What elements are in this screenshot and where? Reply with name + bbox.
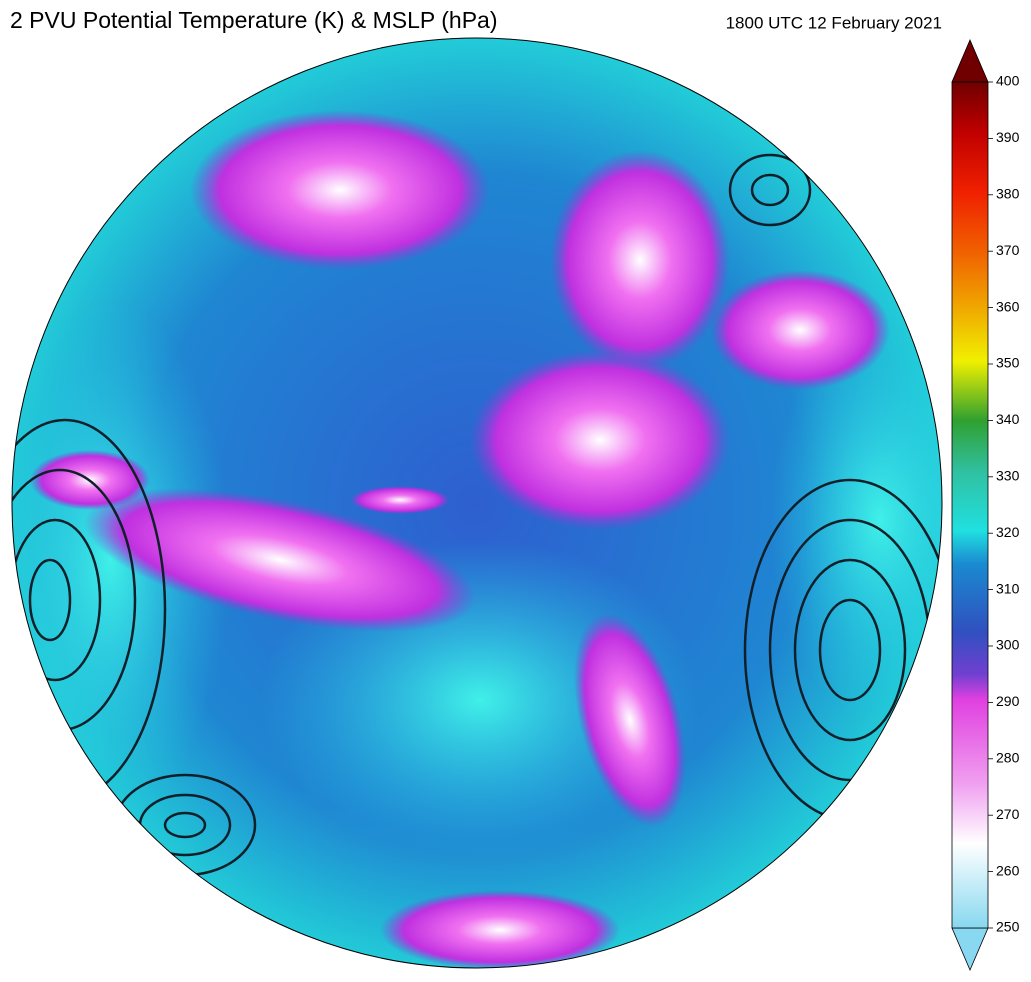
colorbar-tick-label: 250 (996, 919, 1020, 935)
colorbar-tick-label: 360 (996, 298, 1020, 314)
colorbar-tick-label: 260 (996, 862, 1020, 878)
colorbar-tick-label: 400 (996, 73, 1020, 89)
valid-time: 1800 UTC 12 February 2021 (726, 13, 942, 32)
colorbar-tick-label: 310 (996, 580, 1020, 596)
colorbar-tick-label: 380 (996, 186, 1020, 202)
colorbar-tick-label: 370 (996, 242, 1020, 258)
colorbar-tick-label: 290 (996, 693, 1020, 709)
colorbar-tick-label: 280 (996, 750, 1020, 766)
colorbar-tick-label: 300 (996, 637, 1020, 653)
map-border (11, 37, 943, 969)
colorbar-tick-label: 320 (996, 524, 1020, 540)
colorbar-tick-label: 270 (996, 806, 1020, 822)
colorbar (951, 38, 989, 972)
colorbar-tick-label: 340 (996, 411, 1020, 427)
colorbar-tick-label: 350 (996, 355, 1020, 371)
map-disk (12, 38, 942, 968)
map-title: 2 PVU Potential Temperature (K) & MSLP (… (10, 7, 497, 33)
colorbar-tick-label: 390 (996, 129, 1020, 145)
colorbar-tick-label: 330 (996, 468, 1020, 484)
